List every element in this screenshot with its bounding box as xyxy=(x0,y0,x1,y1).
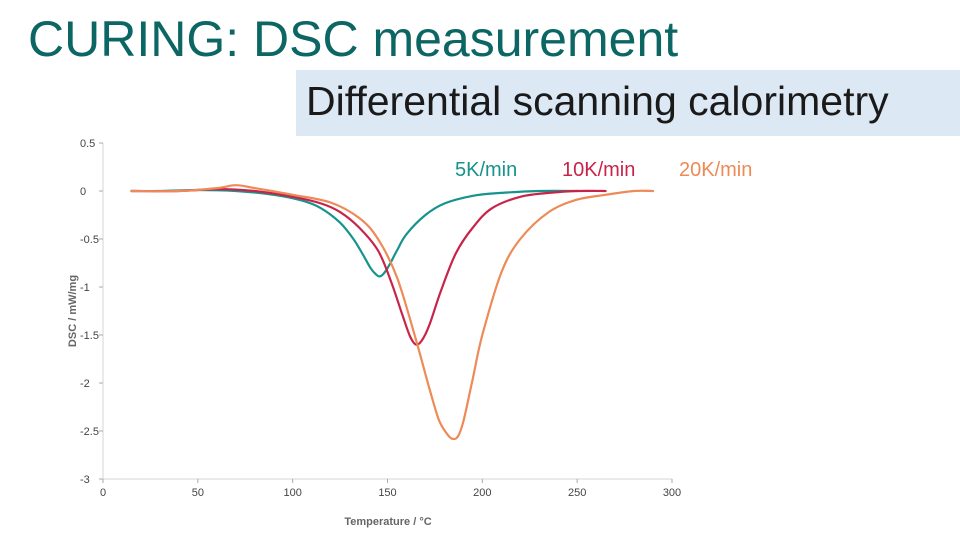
y-tick-label: -1 xyxy=(80,282,90,294)
y-tick-label: 0 xyxy=(80,186,86,198)
x-tick-label: 100 xyxy=(283,487,301,499)
x-tick-label: 250 xyxy=(568,487,586,499)
y-tick-label: -1.5 xyxy=(80,330,99,342)
x-tick-label: 200 xyxy=(473,487,491,499)
legend-5k: 5K/min xyxy=(455,159,518,181)
y-tick-label: -0.5 xyxy=(80,234,99,246)
chart-curves xyxy=(130,184,655,441)
y-tick-label: -2.5 xyxy=(80,426,99,438)
y-axis-label: DSC / mW/mg xyxy=(67,275,79,347)
chart-ticks: 0 50 100 150 200 250 300 0.5 0 -0.5 -1 -1.5 -2 -2.5 -3 xyxy=(80,138,681,499)
chart-axes xyxy=(102,143,672,480)
x-tick-label: 150 xyxy=(378,487,396,499)
subtitle-band xyxy=(296,70,960,136)
legend-20k: 20K/min xyxy=(679,159,753,181)
y-tick-label: -2 xyxy=(80,378,90,390)
x-tick-label: 50 xyxy=(192,487,204,499)
x-tick-label: 0 xyxy=(100,487,106,499)
slide-subtitle: Differential scanning calorimetry xyxy=(306,78,889,124)
slide-title: CURING: DSC measurement xyxy=(28,11,679,67)
series-line-5k-per-min xyxy=(130,188,579,278)
y-tick-label: 0.5 xyxy=(80,138,95,150)
y-tick-label: -3 xyxy=(80,474,90,486)
series-line-20k-per-min xyxy=(130,184,655,441)
x-axis-label: Temperature / °C xyxy=(344,516,431,528)
series-line-10k-per-min xyxy=(130,188,607,346)
legend-10k: 10K/min xyxy=(562,159,636,181)
x-tick-label: 300 xyxy=(663,487,681,499)
